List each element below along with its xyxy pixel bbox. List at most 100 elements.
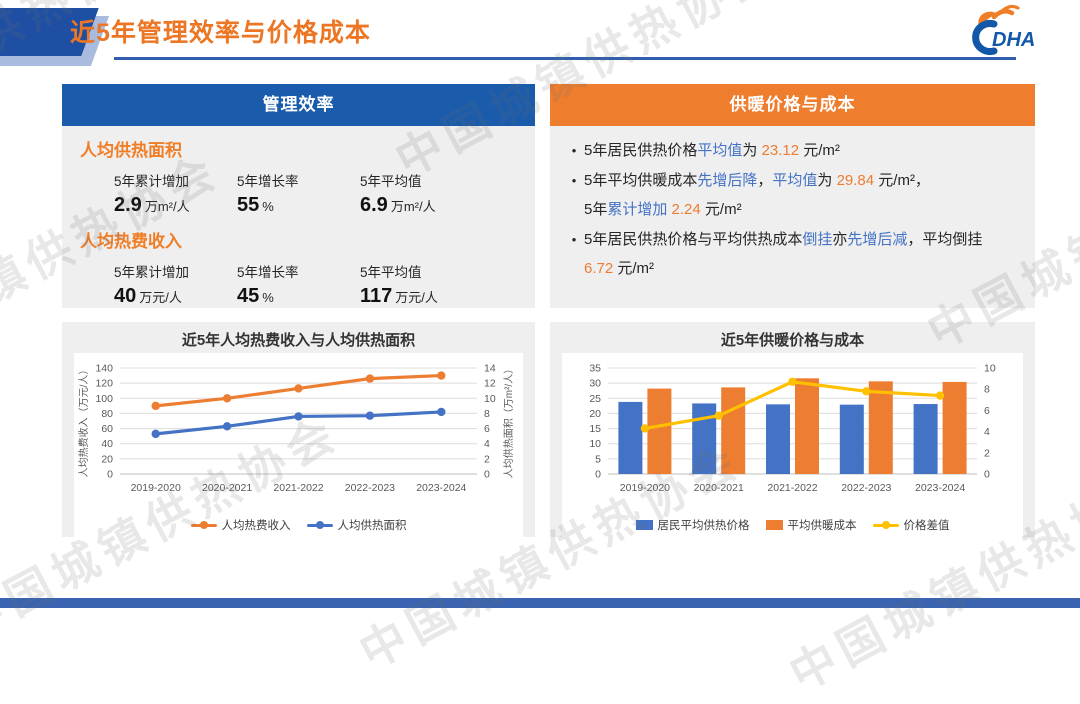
legend-item: 人均供热面积: [306, 517, 407, 533]
stat-value: 45: [237, 285, 260, 307]
svg-text:2020-2021: 2020-2021: [202, 482, 252, 494]
svg-text:15: 15: [589, 423, 601, 435]
svg-text:4: 4: [984, 426, 990, 438]
svg-text:35: 35: [589, 363, 601, 375]
price-cost-bullets: • 5年居民供热价格平均值为 23.12 元/m² • 5年平均供暖成本先增后降，平均…: [550, 126, 1035, 284]
chart-box: 0 20 40 60 80 100 120 140 0 2 4 6 8 10 12 14 2019-2020 20…: [74, 353, 523, 537]
svg-text:8: 8: [484, 408, 490, 420]
bullet-item: 6.72 元/m²: [584, 260, 655, 277]
stat-item: 5年累计增加 2.9 万m²/人: [114, 174, 190, 216]
legend-item: 居民平均供热价格: [635, 517, 750, 533]
management-efficiency-panel: 管理效率 人均供热面积 5年累计增加 2.9 万m²/人 5年增长率 55% 5年…: [62, 84, 535, 308]
chart-legend: 居民平均供热价格 平均供暖成本 价格差值: [562, 513, 1023, 537]
svg-text:5: 5: [595, 453, 601, 465]
svg-text:40: 40: [101, 438, 113, 450]
stat-unit: %: [262, 290, 274, 305]
svg-text:100: 100: [95, 393, 113, 405]
price-cost-combo-chart: 0 5 10 15 20 25 30 35 0 2 4 6 8 10 2019-2020 2020-2021 2…: [589, 363, 996, 495]
svg-text:2022-2023: 2022-2023: [345, 482, 395, 494]
svg-text:10: 10: [484, 393, 496, 405]
stat-unit: %: [262, 199, 274, 214]
svg-text:10: 10: [589, 438, 601, 450]
svg-text:140: 140: [95, 363, 113, 375]
stat-unit: 万m²/人: [144, 199, 190, 214]
svg-text:4: 4: [484, 438, 490, 450]
stat-value: 40: [114, 285, 137, 307]
bullet-dot: •: [571, 231, 577, 247]
management-efficiency-header: 管理效率: [62, 84, 535, 126]
svg-text:0: 0: [984, 469, 990, 481]
chart-legend: 人均热费收入 人均供热面积: [74, 513, 523, 537]
price-cost-panel: 供暖价格与成本 • 5年居民供热价格平均值为 23.12 元/m² • 5年平均供暖成…: [550, 84, 1035, 308]
svg-text:8: 8: [984, 384, 990, 396]
svg-text:25: 25: [589, 393, 601, 405]
svg-text:10: 10: [984, 363, 996, 375]
legend-item: 人均热费收入: [190, 517, 291, 533]
stat-value: 55: [237, 194, 260, 216]
svg-text:人均热费收入（万元/人）: 人均热费收入（万元/人）: [77, 365, 90, 478]
stat-unit: 万m²/人: [390, 199, 436, 214]
legend-line-marker: [306, 521, 333, 529]
svg-text:120: 120: [95, 378, 113, 390]
bullet-item: 5年累计增加 2.24 元/m²: [584, 201, 742, 218]
legend-item: 价格差值: [872, 517, 950, 533]
svg-text:2: 2: [484, 453, 490, 465]
svg-text:80: 80: [101, 408, 113, 420]
svg-text:60: 60: [101, 423, 113, 435]
svg-text:14: 14: [484, 363, 496, 375]
svg-text:2023-2024: 2023-2024: [915, 482, 965, 494]
bullet-item: • 5年平均供暖成本先增后降，平均值为 29.84 元/m²，: [564, 166, 1019, 196]
svg-text:0: 0: [484, 469, 490, 481]
svg-text:0: 0: [107, 469, 113, 481]
svg-text:2021-2022: 2021-2022: [767, 482, 817, 494]
chart-box: 0 5 10 15 20 25 30 35 0 2 4 6 8 10 2019-2020 2020-2021 2…: [562, 353, 1023, 537]
stat-item: 5年增长率 45%: [237, 265, 299, 307]
stat-value: 117: [360, 285, 393, 307]
svg-text:12: 12: [484, 378, 496, 390]
page-title: 近5年管理效率与价格成本: [70, 19, 371, 47]
logo-c-swoosh: [972, 20, 998, 55]
stat-value: 6.9: [360, 194, 388, 216]
bullet-item: • 5年居民供热价格平均值为 23.12 元/m²: [564, 136, 1019, 166]
income-area-line-chart: 0 20 40 60 80 100 120 140 0 2 4 6 8 10 12 14 2019-2020 20…: [77, 363, 515, 495]
stat-item: 5年增长率 55%: [237, 174, 299, 216]
bullet-item: • 5年居民供热价格与平均供热成本倒挂亦先增后减，平均倒挂: [564, 225, 1019, 255]
chart-title: 近5年人均热费收入与人均供热面积: [181, 332, 416, 349]
heating-area-section: 人均供热面积 5年累计增加 2.9 万m²/人 5年增长率 55% 5年平均值 6…: [62, 126, 535, 217]
stat-unit: 万元/人: [395, 290, 438, 305]
svg-text:DHA: DHA: [992, 29, 1035, 51]
svg-text:30: 30: [589, 378, 601, 390]
svg-text:2021-2022: 2021-2022: [273, 482, 323, 494]
svg-text:6: 6: [484, 423, 490, 435]
svg-text:2019-2020: 2019-2020: [131, 482, 181, 494]
svg-text:人均供热面积（万m²/人）: 人均供热面积（万m²/人）: [502, 364, 515, 478]
svg-text:2: 2: [984, 447, 990, 459]
svg-text:2020-2021: 2020-2021: [694, 482, 744, 494]
svg-text:6: 6: [984, 405, 990, 417]
bullet-dot: •: [571, 172, 577, 188]
stat-item: 5年平均值 6.9 万m²/人: [360, 174, 436, 216]
svg-text:20: 20: [101, 453, 113, 465]
legend-item: 平均供暖成本: [765, 517, 857, 533]
section-title: 人均供热面积: [80, 141, 182, 160]
svg-text:0: 0: [595, 469, 601, 481]
income-area-chart-panel: 近5年人均热费收入与人均供热面积 0 20 40 60 80 100 120 140 0 2 4 6 8…: [62, 322, 535, 537]
legend-line-marker: [190, 521, 217, 529]
section-title: 人均热费收入: [80, 232, 182, 251]
footer-bar: [0, 598, 1080, 608]
stat-item: 5年平均值 117 万元/人: [360, 265, 438, 307]
cdha-logo: DHA: [972, 4, 1035, 55]
stat-unit: 万元/人: [139, 290, 182, 305]
stat-value: 2.9: [114, 194, 142, 216]
svg-text:20: 20: [589, 408, 601, 420]
heat-fee-income-section: 人均热费收入 5年累计增加 40 万元/人 5年增长率 45% 5年平均值 117…: [62, 217, 535, 308]
price-cost-header: 供暖价格与成本: [550, 84, 1035, 126]
stat-item: 5年累计增加 40 万元/人: [114, 265, 190, 307]
legend-bar-swatch: [635, 520, 653, 530]
chart-title: 近5年供暖价格与成本: [720, 332, 865, 349]
svg-text:2023-2024: 2023-2024: [416, 482, 466, 494]
svg-text:2022-2023: 2022-2023: [841, 482, 891, 494]
legend-bar-swatch: [765, 520, 783, 530]
svg-text:2019-2020: 2019-2020: [620, 482, 670, 494]
price-cost-chart-panel: 近5年供暖价格与成本 0 5 10 15 20 25 30 35 0 2 4 6 8 10 2019-202…: [550, 322, 1035, 537]
